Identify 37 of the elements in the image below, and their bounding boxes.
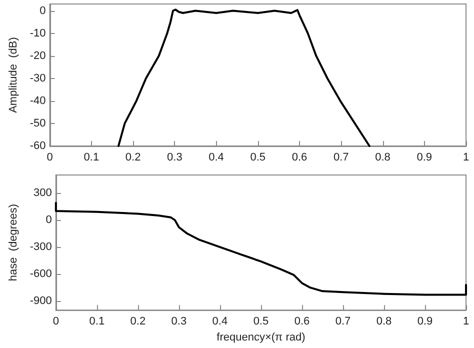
y-tick-label: -40 xyxy=(30,94,46,107)
y-tick-label: -300 xyxy=(30,241,52,254)
x-tick-label: 0.9 xyxy=(416,152,432,164)
y-tick-label: -600 xyxy=(30,268,52,280)
x-axis-title: frequency×(π rad) xyxy=(216,332,306,344)
x-tick-label: 1 xyxy=(462,316,470,328)
y-tick-label: -30 xyxy=(30,72,46,84)
y-tick-label: 300 xyxy=(34,187,52,200)
y-tick-label: -20 xyxy=(30,50,46,62)
x-tick-label: 0.5 xyxy=(253,316,269,328)
y-tick-label: 0 xyxy=(46,214,52,226)
x-tick-label: 0.9 xyxy=(417,316,433,328)
x-tick-label: 0.6 xyxy=(292,152,308,164)
y-tick-label: 0 xyxy=(40,4,46,17)
x-tick-label: 0.4 xyxy=(212,316,228,328)
x-tick-label: 0.5 xyxy=(250,152,266,164)
y-axis-title: hase (degrees) xyxy=(8,204,20,282)
x-tick-label: 0.1 xyxy=(84,152,100,164)
x-tick-label: 0.7 xyxy=(335,316,351,328)
x-tick-label: 1 xyxy=(462,152,470,164)
x-tick-label: 0.3 xyxy=(167,152,182,164)
x-tick-label: 0.7 xyxy=(333,152,349,164)
x-tick-label: 0.6 xyxy=(294,316,310,328)
x-tick-label: 0.2 xyxy=(125,152,141,164)
y-tick-label: -900 xyxy=(30,295,52,308)
x-tick-label: 0.8 xyxy=(376,316,392,328)
line-series xyxy=(54,202,467,296)
y-tick-label: -50 xyxy=(30,117,46,130)
x-tick-label: 0.8 xyxy=(375,152,390,164)
x-tick-label: 0.2 xyxy=(130,316,146,328)
y-tick-label: -10 xyxy=(30,27,46,40)
y-axis-title: Amplitude (dB) xyxy=(8,37,20,113)
x-tick-label: 0.1 xyxy=(89,316,105,328)
line-series xyxy=(117,8,370,147)
y-tick-label: -60 xyxy=(30,140,46,152)
x-tick-label: 0.4 xyxy=(208,152,224,164)
x-tick-label: 0.3 xyxy=(171,316,187,328)
